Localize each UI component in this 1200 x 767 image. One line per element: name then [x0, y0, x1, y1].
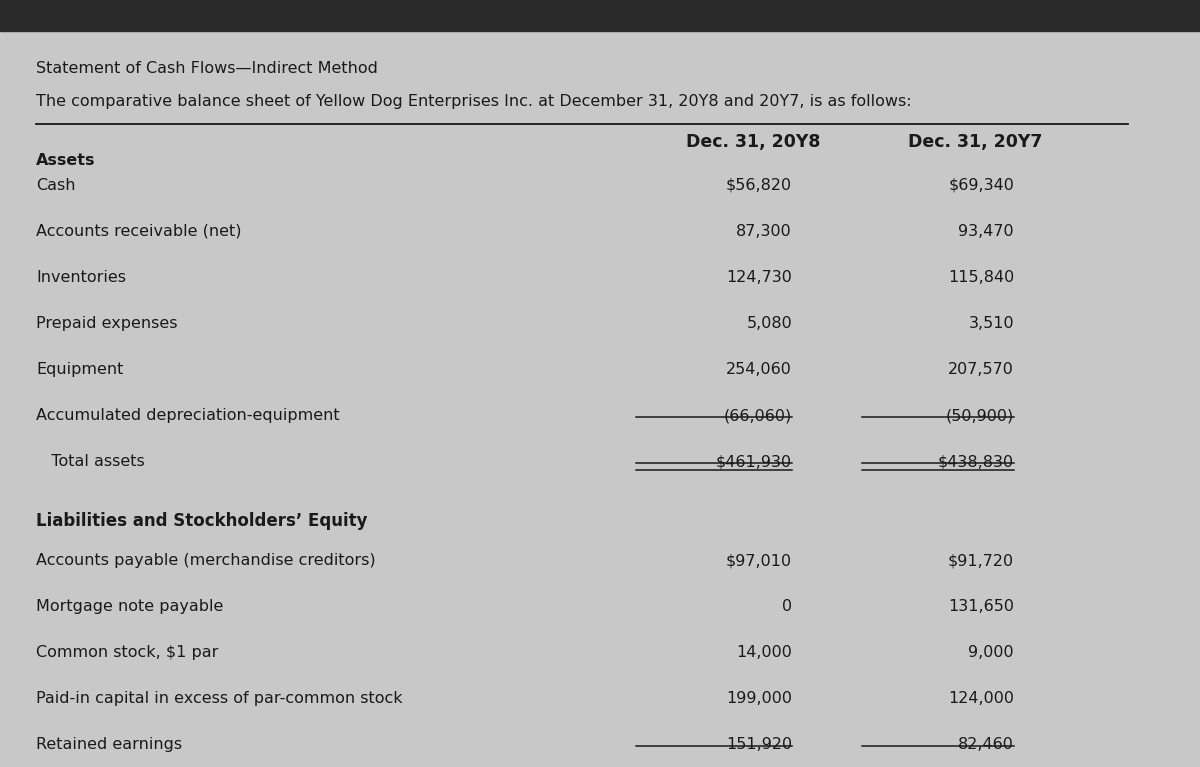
Text: 5,080: 5,080 — [746, 316, 792, 331]
Text: Inventories: Inventories — [36, 270, 126, 285]
Text: 115,840: 115,840 — [948, 270, 1014, 285]
Text: 124,730: 124,730 — [726, 270, 792, 285]
Text: Assets: Assets — [36, 153, 96, 169]
Text: Accumulated depreciation-equipment: Accumulated depreciation-equipment — [36, 408, 340, 423]
Text: Dec. 31, 20Y8: Dec. 31, 20Y8 — [685, 133, 821, 151]
Text: 207,570: 207,570 — [948, 362, 1014, 377]
Text: Liabilities and Stockholders’ Equity: Liabilities and Stockholders’ Equity — [36, 512, 367, 529]
Text: Cash: Cash — [36, 178, 76, 193]
Text: Common stock, $1 par: Common stock, $1 par — [36, 645, 218, 660]
Text: 199,000: 199,000 — [726, 691, 792, 706]
Text: 14,000: 14,000 — [736, 645, 792, 660]
Text: $69,340: $69,340 — [948, 178, 1014, 193]
Text: 9,000: 9,000 — [968, 645, 1014, 660]
Text: $56,820: $56,820 — [726, 178, 792, 193]
Text: 151,920: 151,920 — [726, 737, 792, 752]
Text: 124,000: 124,000 — [948, 691, 1014, 706]
Text: $91,720: $91,720 — [948, 553, 1014, 568]
Text: Statement of Cash Flows—Indirect Method: Statement of Cash Flows—Indirect Method — [36, 61, 378, 77]
Text: Paid-in capital in excess of par-common stock: Paid-in capital in excess of par-common … — [36, 691, 403, 706]
Text: Mortgage note payable: Mortgage note payable — [36, 599, 223, 614]
Text: Equipment: Equipment — [36, 362, 124, 377]
Text: (66,060): (66,060) — [724, 408, 792, 423]
Text: 82,460: 82,460 — [958, 737, 1014, 752]
Text: $438,830: $438,830 — [938, 454, 1014, 469]
Text: 0: 0 — [782, 599, 792, 614]
Text: $97,010: $97,010 — [726, 553, 792, 568]
Bar — [0, 0, 1200, 31]
Text: 3,510: 3,510 — [968, 316, 1014, 331]
Text: (50,900): (50,900) — [946, 408, 1014, 423]
Text: The comparative balance sheet of Yellow Dog Enterprises Inc. at December 31, 20Y: The comparative balance sheet of Yellow … — [36, 94, 912, 109]
Text: 254,060: 254,060 — [726, 362, 792, 377]
Text: Retained earnings: Retained earnings — [36, 737, 182, 752]
Text: 131,650: 131,650 — [948, 599, 1014, 614]
Text: 87,300: 87,300 — [737, 224, 792, 239]
Text: Total assets: Total assets — [36, 454, 145, 469]
Text: Prepaid expenses: Prepaid expenses — [36, 316, 178, 331]
Text: 93,470: 93,470 — [959, 224, 1014, 239]
Text: Accounts payable (merchandise creditors): Accounts payable (merchandise creditors) — [36, 553, 376, 568]
Text: Accounts receivable (net): Accounts receivable (net) — [36, 224, 241, 239]
Text: Dec. 31, 20Y7: Dec. 31, 20Y7 — [908, 133, 1042, 151]
Text: $461,930: $461,930 — [716, 454, 792, 469]
